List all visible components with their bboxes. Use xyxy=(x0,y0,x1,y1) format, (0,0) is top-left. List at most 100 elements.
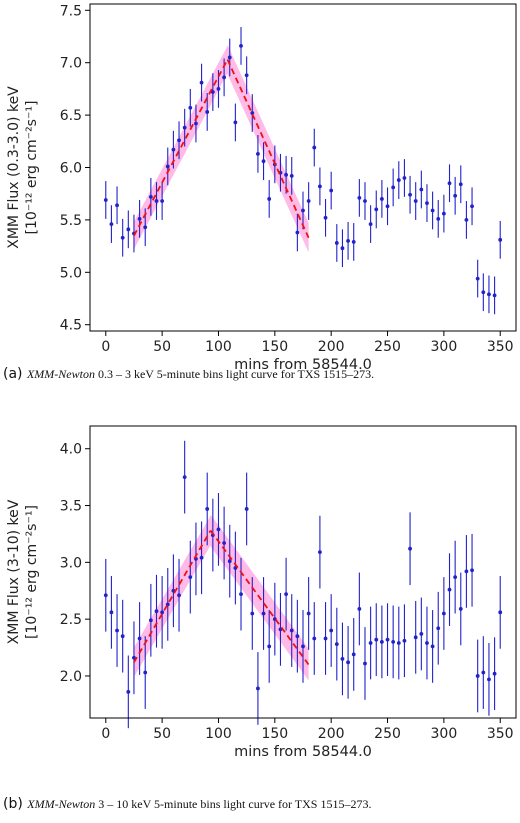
data-point xyxy=(182,475,187,480)
data-point xyxy=(419,632,424,636)
data-point xyxy=(143,225,148,230)
data-point xyxy=(244,507,249,511)
x-tick-label: 50 xyxy=(153,339,171,355)
data-point xyxy=(261,611,266,616)
data-point xyxy=(103,593,108,598)
data-point xyxy=(301,644,305,649)
data-point xyxy=(154,609,159,614)
fit-band-rise xyxy=(133,45,228,250)
data-point xyxy=(171,147,176,152)
data-point xyxy=(239,44,243,48)
x-tick-label: 0 xyxy=(101,726,110,742)
data-point xyxy=(250,611,255,616)
data-point xyxy=(222,541,227,545)
data-point xyxy=(425,201,429,206)
data-point xyxy=(205,507,210,511)
data-point xyxy=(391,639,396,644)
data-point xyxy=(216,527,221,532)
x-tick-label: 200 xyxy=(318,339,345,355)
data-point xyxy=(458,607,463,611)
plot-frame xyxy=(89,3,517,332)
y-tick-label: 4.5 xyxy=(60,318,82,334)
data-point xyxy=(227,55,232,60)
data-point xyxy=(306,199,311,203)
panel-b: 0 50 100 150 200 250 300 350 2.0 2.5 3.0 3.5 4.0 mins… xyxy=(3,425,517,812)
data-point xyxy=(160,199,165,203)
data-point xyxy=(329,188,334,193)
data-point xyxy=(301,208,305,213)
x-tick-label: 150 xyxy=(261,726,288,742)
y-tick-label: 4.0 xyxy=(60,442,82,458)
data-point xyxy=(188,575,193,580)
data-point xyxy=(199,555,204,560)
figure-caption: (a) XMM-Newton 0.3 – 3 keV 5-minute bins… xyxy=(3,366,374,382)
fit-band-decay xyxy=(227,44,309,253)
data-point xyxy=(222,75,227,80)
data-point xyxy=(329,628,334,633)
data-point xyxy=(177,138,181,143)
x-tick-label: 150 xyxy=(261,339,288,355)
data-point xyxy=(464,218,469,222)
data-point xyxy=(261,159,266,164)
y-tick-label: 3.5 xyxy=(60,499,82,515)
data-point xyxy=(413,199,418,203)
data-point xyxy=(154,199,159,203)
data-point xyxy=(318,550,322,555)
x-tick-label: 250 xyxy=(374,726,401,742)
fit-line-rise xyxy=(133,530,212,663)
data-point xyxy=(109,610,114,615)
x-tick-label: 200 xyxy=(318,726,345,742)
data-point xyxy=(357,607,362,611)
data-point xyxy=(357,195,362,200)
data-point xyxy=(233,120,238,125)
data-point xyxy=(470,204,474,209)
data-point xyxy=(396,641,401,645)
caption-text: 3 – 10 keV 5-minute bins light curve for… xyxy=(95,797,371,811)
data-point xyxy=(256,686,260,691)
x-tick-label: 300 xyxy=(431,726,458,742)
data-point xyxy=(470,568,474,573)
data-point xyxy=(346,238,350,243)
x-axis-label: mins from 58544.0 xyxy=(234,744,372,760)
data-point xyxy=(143,670,148,675)
data-point xyxy=(289,628,294,633)
y-tick-label: 6.5 xyxy=(60,108,82,124)
x-tick-label: 0 xyxy=(101,339,110,355)
data-point xyxy=(340,657,345,661)
data-point xyxy=(103,198,108,202)
data-point xyxy=(312,636,317,641)
fit-line-decay xyxy=(209,529,310,666)
y-tick-label: 6.0 xyxy=(60,161,82,177)
data-point xyxy=(436,626,441,631)
data-point xyxy=(391,185,396,190)
figure-caption: (b) XMM-Newton 3 – 10 keV 5-minute bins … xyxy=(3,796,371,812)
data-point xyxy=(165,164,170,169)
panel-a: 0 50 100 150 200 250 300 350 4.5 5.0 5.5 6.0 6.5 7.0 7… xyxy=(3,3,517,382)
data-point xyxy=(396,178,401,182)
plot-frame xyxy=(89,425,517,719)
y-tick-label: 3.0 xyxy=(60,555,82,571)
data-point xyxy=(346,660,350,665)
caption-panel-label: (a) xyxy=(3,366,27,382)
caption-text: 0.3 – 3 keV 5-minute bins light curve fo… xyxy=(95,367,374,381)
data-point xyxy=(481,670,486,675)
y-tick-label: 5.5 xyxy=(60,213,82,229)
x-tick-label: 250 xyxy=(374,339,401,355)
data-point xyxy=(453,575,458,580)
x-axis-label: mins from 58544.0 xyxy=(234,357,372,373)
y-tick-label: 2.0 xyxy=(60,669,82,685)
data-point xyxy=(194,121,198,126)
data-point xyxy=(284,592,288,597)
data-point xyxy=(148,194,153,199)
data-point xyxy=(177,593,181,598)
data-point xyxy=(120,235,125,240)
data-point xyxy=(132,655,136,660)
data-point xyxy=(126,227,131,232)
y-axis-label-line1: XMM Flux (3-10) keV xyxy=(6,499,22,644)
data-point xyxy=(267,197,272,201)
data-point xyxy=(419,187,424,192)
data-point xyxy=(368,641,373,645)
data-point xyxy=(182,125,187,130)
data-point xyxy=(137,636,142,641)
